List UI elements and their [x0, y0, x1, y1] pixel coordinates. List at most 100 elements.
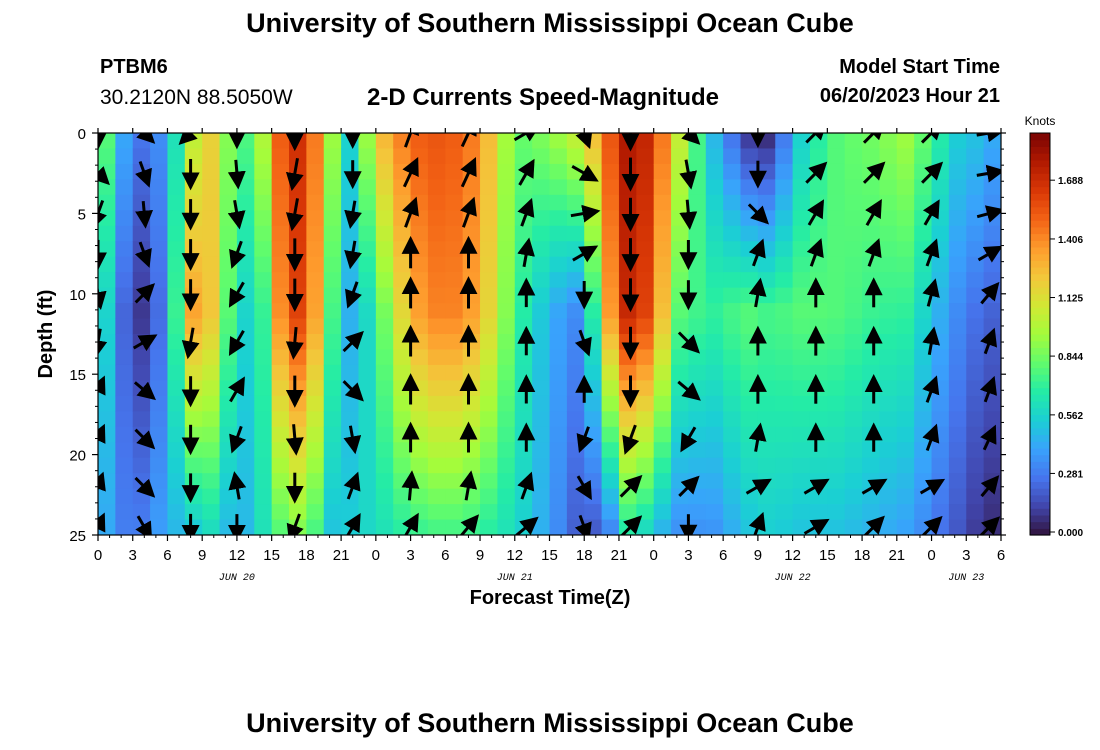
heatmap-cell	[375, 179, 394, 196]
current-vector-arrow	[571, 164, 599, 182]
heatmap-cell	[393, 364, 412, 381]
heatmap-cell	[323, 380, 342, 397]
heatmap-cell	[115, 179, 134, 196]
heatmap-cell	[827, 457, 846, 474]
heatmap-cell	[98, 411, 116, 428]
heatmap-cell	[115, 488, 134, 505]
heatmap-cell	[219, 349, 238, 366]
heatmap-cell	[323, 287, 342, 304]
current-vector-arrow	[922, 278, 940, 307]
heatmap-cell	[358, 256, 377, 273]
heatmap-cell	[184, 163, 203, 180]
heatmap-cell	[219, 504, 238, 521]
heatmap-cell	[549, 334, 568, 351]
current-vector-arrow	[861, 478, 888, 496]
heatmap-cell	[966, 163, 985, 180]
heatmap-cell	[549, 473, 568, 490]
heatmap-cell	[132, 148, 151, 165]
heatmap-cell	[427, 457, 446, 474]
current-vector-arrow	[620, 515, 643, 535]
heatmap-cell	[896, 411, 915, 428]
heatmap-cell	[549, 241, 568, 258]
heatmap-cell	[98, 225, 116, 242]
heatmap-cell	[705, 488, 724, 505]
heatmap-cell	[289, 349, 307, 366]
heatmap-cell	[427, 256, 446, 273]
heatmap-cell	[775, 519, 794, 535]
heatmap-cell	[462, 303, 481, 320]
current-vector-arrow	[920, 133, 944, 144]
heatmap-cell	[827, 133, 846, 150]
heatmap-cell	[532, 334, 551, 351]
heatmap-cell	[966, 210, 985, 227]
heatmap-cell	[688, 473, 707, 490]
heatmap-cell	[375, 194, 394, 211]
heatmap-cell	[792, 256, 811, 273]
heatmap-cell	[150, 163, 169, 180]
heatmap-cell	[549, 504, 568, 521]
heatmap-cell	[514, 426, 533, 443]
heatmap-cell	[879, 519, 898, 535]
heatmap-cell	[740, 303, 759, 320]
heatmap-cell	[167, 287, 186, 304]
heatmap-cell	[306, 349, 325, 366]
heatmap-cell	[966, 148, 985, 165]
colorbar-swatch	[1030, 340, 1050, 348]
heatmap-cell	[480, 364, 499, 381]
heatmap-cell	[358, 349, 377, 366]
heatmap-cell	[236, 303, 255, 320]
heatmap-cell	[358, 148, 377, 165]
colorbar-swatch	[1030, 514, 1050, 523]
heatmap-cell	[879, 179, 898, 196]
heatmap-cell	[532, 349, 551, 366]
heatmap-cell	[236, 225, 255, 242]
heatmap-cell	[532, 457, 551, 474]
heatmap-cell	[966, 318, 985, 335]
heatmap-cell	[705, 380, 724, 397]
current-vector-arrow	[572, 245, 599, 263]
heatmap-cell	[167, 426, 186, 443]
x-tick-label: 12	[229, 547, 246, 564]
heatmap-cell	[410, 380, 429, 397]
current-vector-arrow	[807, 199, 825, 226]
heatmap-cell	[427, 318, 446, 335]
heatmap-cell	[688, 488, 707, 505]
heatmap-cell	[132, 349, 151, 366]
x-tick-label: 15	[541, 547, 558, 564]
current-vector-arrow	[134, 241, 152, 268]
heatmap-cell	[427, 473, 446, 490]
heatmap-cell	[375, 349, 394, 366]
heatmap-cell	[723, 380, 742, 397]
heatmap-cell	[966, 426, 985, 443]
heatmap-cell	[636, 210, 655, 227]
heatmap-cell	[827, 303, 846, 320]
heatmap-cell	[740, 163, 759, 180]
heatmap-cell	[289, 303, 307, 320]
heatmap-cell	[584, 442, 603, 459]
colorbar-swatch	[1030, 179, 1050, 188]
heatmap-cell	[618, 241, 637, 258]
heatmap-cell	[323, 303, 342, 320]
heatmap-cell	[98, 256, 116, 273]
heatmap-cell	[618, 133, 637, 150]
heatmap-cell	[948, 179, 967, 196]
heatmap-cell	[775, 473, 794, 490]
heatmap-cell	[618, 256, 637, 273]
colorbar-swatch	[1030, 139, 1050, 147]
heatmap-cell	[914, 148, 933, 165]
heatmap-cell	[775, 395, 794, 412]
colorbar-swatch	[1030, 153, 1050, 161]
heatmap-cell	[636, 411, 655, 428]
current-vector-arrow	[227, 200, 246, 230]
current-vectors	[98, 133, 1001, 535]
heatmap-cell	[862, 179, 881, 196]
colorbar-swatch	[1030, 307, 1050, 315]
colorbar-swatch	[1030, 494, 1050, 503]
heatmap-cell	[653, 519, 672, 535]
heatmap-cell	[896, 241, 915, 258]
heatmap-cell	[462, 380, 481, 397]
heatmap-cell	[219, 457, 238, 474]
heatmap-cell	[150, 457, 169, 474]
heatmap-cell	[462, 287, 481, 304]
heatmap-cell	[879, 395, 898, 412]
